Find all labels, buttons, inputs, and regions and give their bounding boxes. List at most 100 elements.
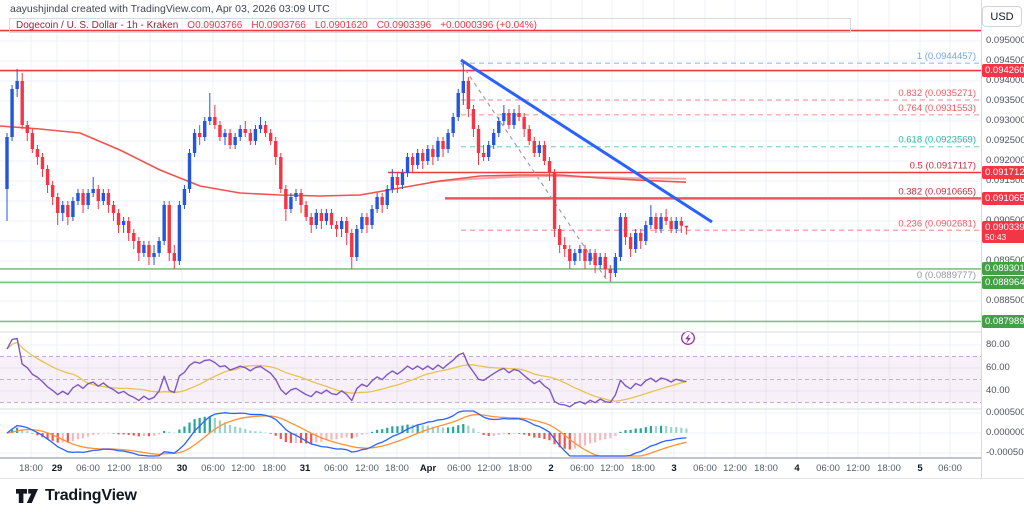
time-tick-label: 12:00 — [846, 463, 870, 474]
candle-body — [203, 121, 207, 137]
macd-histogram-bar — [680, 427, 683, 433]
time-axis[interactable]: 18:00 29 06:00 12:00 18:00 30 06:00 12:00 18:00 3… — [0, 459, 981, 478]
candle-body — [339, 221, 344, 229]
macd-histogram-bar — [5, 433, 9, 434]
candle-body — [56, 197, 60, 213]
time-tick-label: 18:00 — [19, 463, 43, 474]
candle-body — [542, 145, 547, 161]
macd-histogram-bar — [76, 433, 80, 440]
candle-body — [126, 221, 131, 233]
macd-histogram-bar — [659, 425, 663, 433]
candle-body — [182, 189, 187, 205]
macd-histogram-bar — [599, 433, 602, 441]
fib-level-label: 0.236 (0.0902681) — [898, 218, 976, 229]
macd-histogram-bar — [416, 424, 419, 433]
candle-body — [507, 113, 511, 125]
macd-histogram-bar — [629, 429, 632, 433]
candle-body — [253, 129, 258, 141]
ma-red-line — [0, 125, 687, 197]
time-tick-label: 06:00 — [447, 463, 471, 474]
candle-body — [294, 193, 298, 197]
candle-body — [390, 177, 395, 189]
candle-body — [167, 205, 171, 253]
candle-body — [568, 249, 572, 261]
candle-body — [628, 237, 633, 249]
macd-histogram-bar — [391, 426, 394, 433]
macd-histogram-bar — [376, 429, 379, 433]
rsi-ma-line — [6, 341, 687, 402]
candle-body — [461, 81, 465, 93]
macd-histogram-bar — [178, 429, 181, 433]
time-tick-label: 2 — [548, 463, 554, 474]
candle-body — [132, 233, 136, 241]
macd-histogram-bar — [350, 433, 353, 439]
macd-histogram-bar — [355, 433, 358, 437]
macd-histogram-bar — [269, 433, 272, 434]
macd-histogram-bar — [624, 430, 627, 433]
macd-histogram-bar — [112, 433, 115, 434]
candle-body — [147, 245, 151, 257]
candle-body — [633, 233, 638, 249]
macd-histogram-bar — [228, 424, 232, 433]
macd-histogram-bar — [249, 430, 252, 433]
macd-histogram-bar — [528, 433, 531, 436]
candle-body — [669, 221, 673, 229]
descending-trendline — [460, 58, 713, 224]
rsi-tick-label: 40.00 — [986, 385, 1010, 396]
tradingview-logo-icon[interactable] — [16, 488, 39, 504]
currency-toggle-button[interactable]: USD — [982, 6, 1022, 27]
time-tick-label: 12:00 — [355, 463, 379, 474]
candle-body — [400, 173, 405, 185]
fib-level-label: 0.764 (0.0931553) — [898, 103, 976, 114]
fib-connector-line — [460, 62, 609, 283]
candle-body — [623, 217, 628, 237]
fib-level-label: 0.832 (0.0935271) — [898, 88, 976, 99]
candle-body — [537, 145, 542, 153]
candle-body — [76, 193, 80, 201]
macd-histogram-bar — [563, 433, 566, 449]
candle-body — [415, 153, 420, 165]
macd-histogram-bar — [446, 427, 450, 433]
candle-body — [486, 145, 491, 157]
macd-histogram-bar — [274, 433, 277, 436]
candle-body — [66, 205, 70, 217]
macd-histogram-bar — [533, 433, 536, 438]
macd-histogram-bar — [168, 431, 171, 433]
candle-body — [679, 221, 684, 226]
candle-body — [674, 221, 678, 229]
candle-body — [522, 117, 526, 129]
candle-body — [15, 81, 19, 89]
macd-histogram-bar — [452, 426, 455, 433]
candle-body — [527, 129, 531, 141]
macd-histogram-bar — [51, 433, 54, 441]
macd-histogram-bar — [548, 433, 551, 441]
macd-histogram-bar — [543, 433, 546, 440]
candle-body — [218, 125, 222, 137]
candle-body — [197, 133, 202, 137]
candle-body — [578, 249, 582, 253]
macd-histogram-bar — [208, 416, 211, 433]
tradingview-logo-text[interactable]: TradingView — [45, 486, 137, 504]
time-tick-label: 18:00 — [631, 463, 655, 474]
macd-histogram-bar — [609, 433, 612, 439]
candle-body — [517, 113, 521, 117]
time-tick-label: 06:00 — [570, 463, 594, 474]
macd-histogram-bar — [670, 426, 673, 433]
candle-body — [395, 177, 400, 185]
macd-histogram-bar — [487, 433, 490, 437]
time-tick-label: 06:00 — [324, 463, 348, 474]
macd-histogram-bar — [10, 429, 14, 433]
candle-body — [654, 217, 658, 229]
time-tick-label: 5 — [917, 463, 923, 474]
macd-histogram-bar — [310, 433, 313, 444]
candle-body — [639, 233, 643, 241]
fib-level-label: 1 (0.0944457) — [917, 51, 976, 62]
macd-histogram-bar — [66, 433, 69, 443]
macd-histogram-bar — [462, 423, 465, 433]
macd-histogram-bar — [360, 433, 363, 435]
